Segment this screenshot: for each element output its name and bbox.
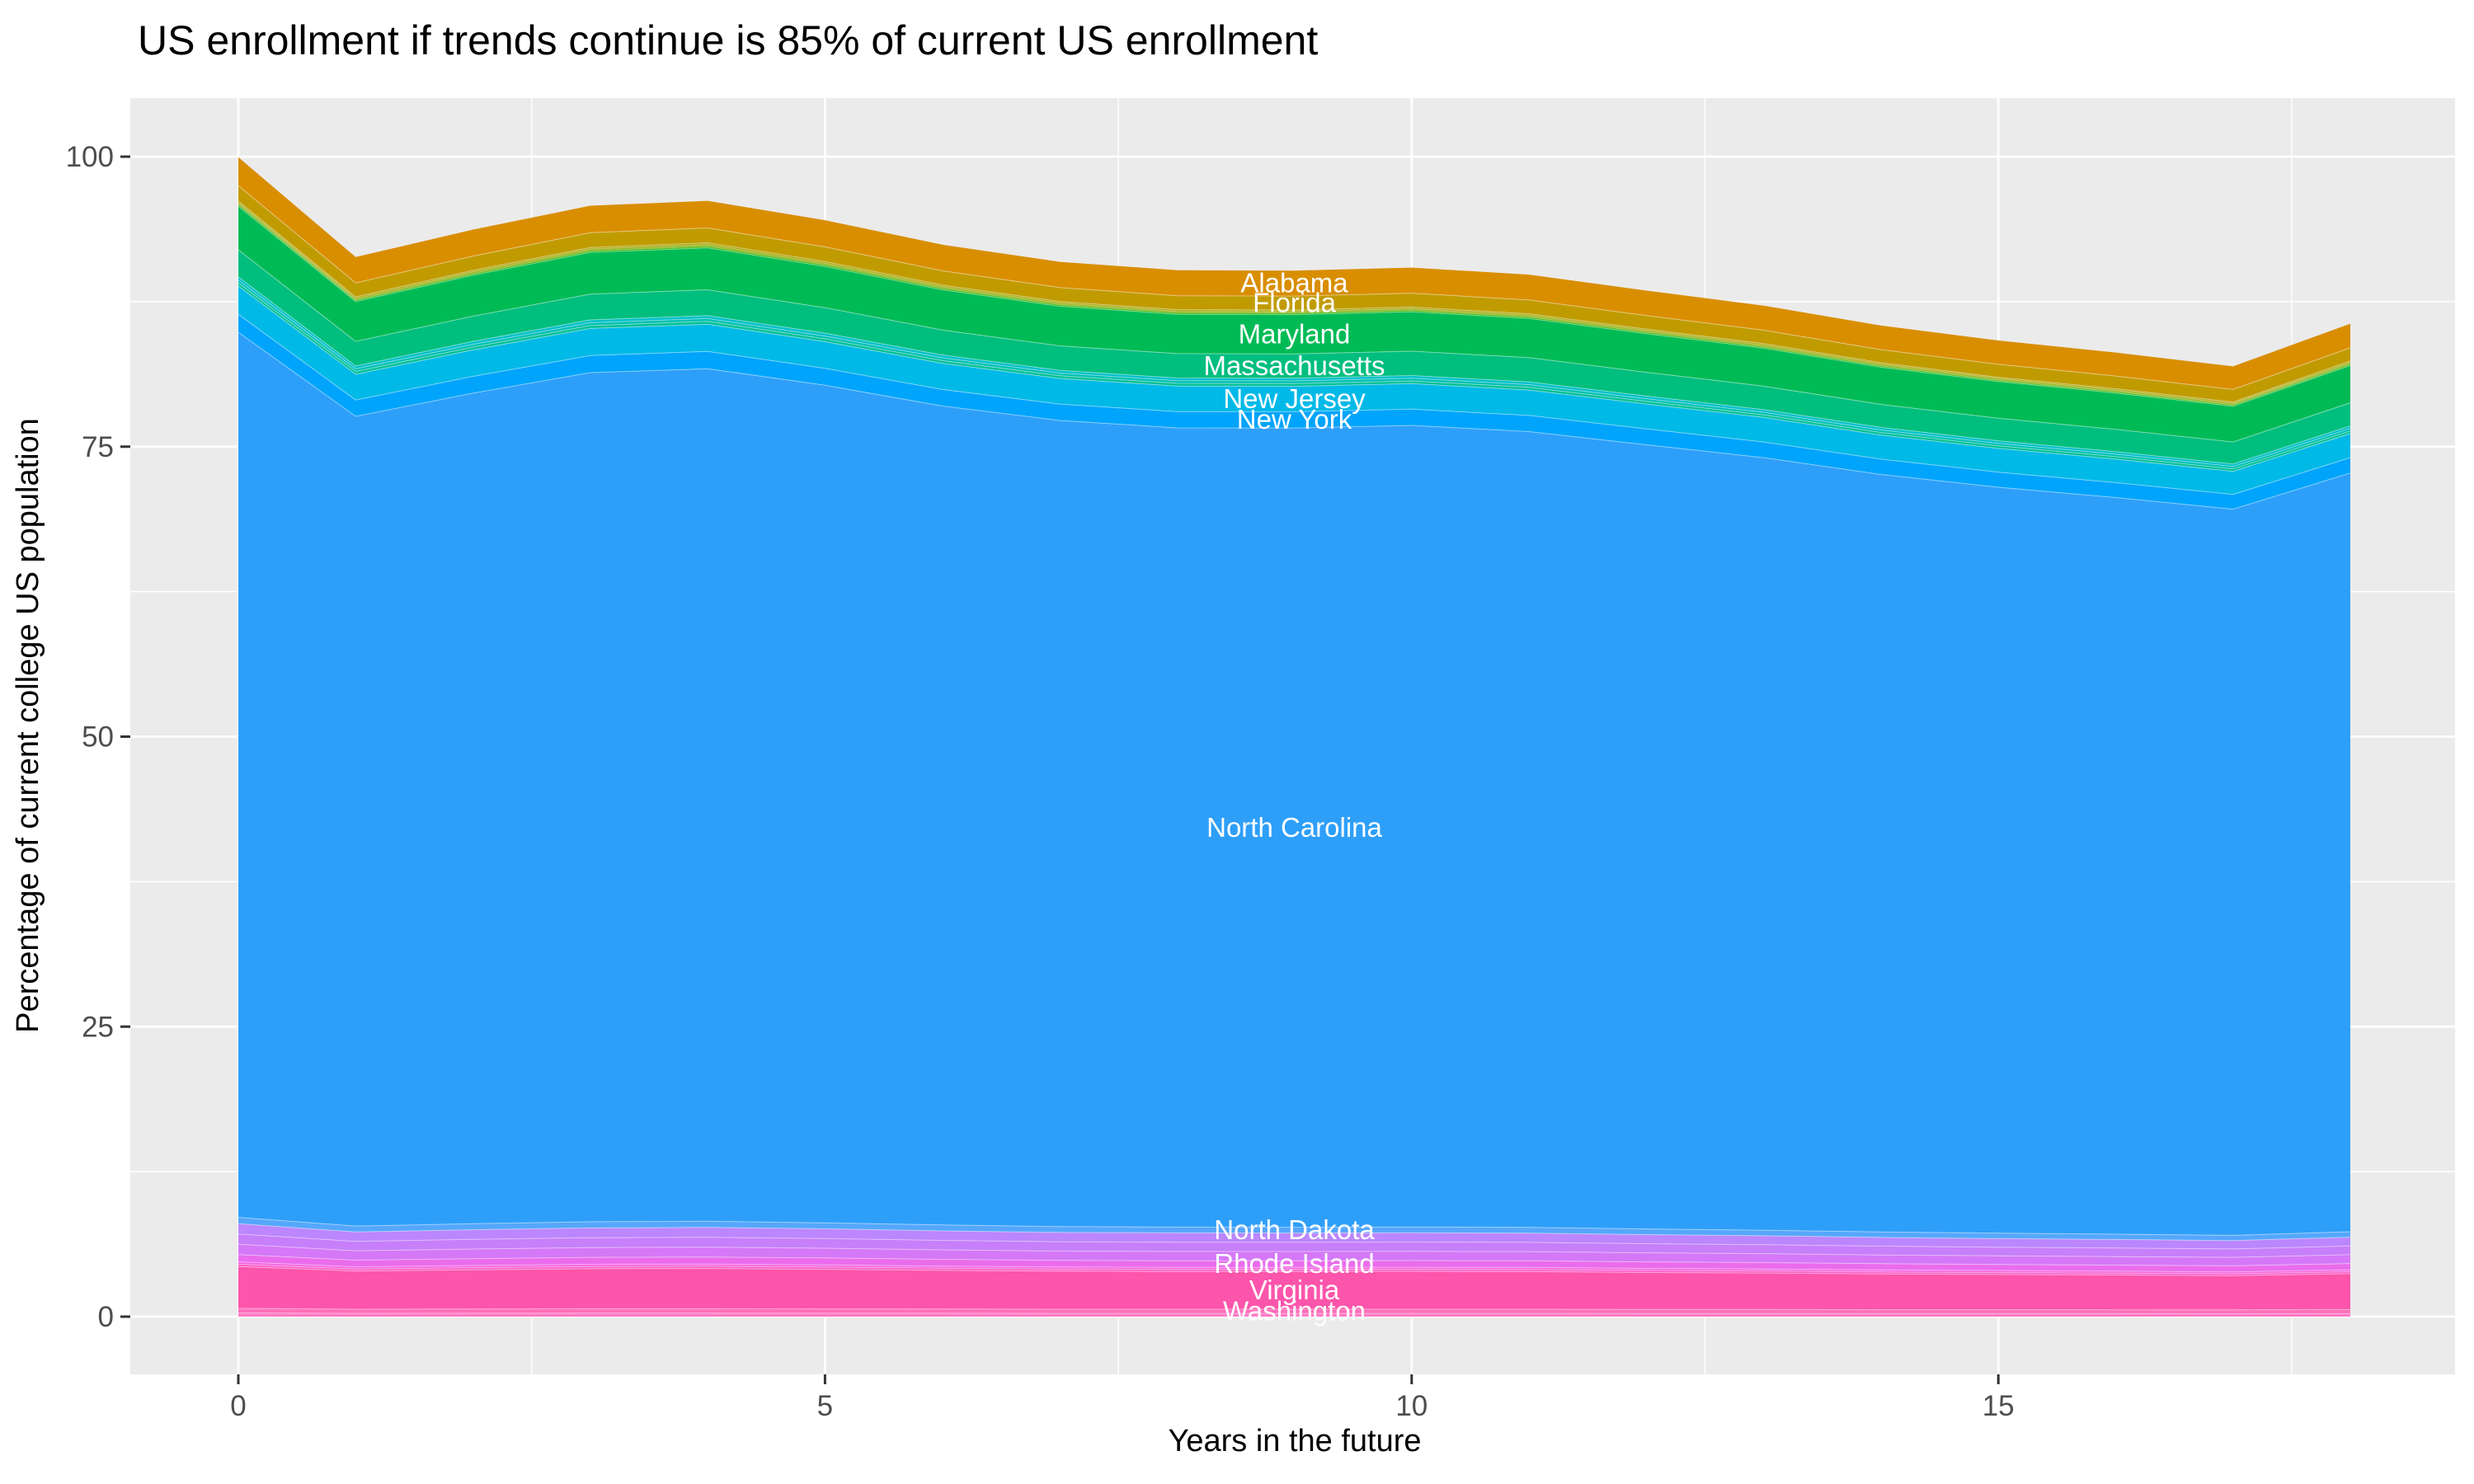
x-tick-label-0: 0 [230,1390,246,1422]
layer-separator-16 [238,249,2351,443]
state-label-New York: New York [1237,404,1352,434]
layer-separator-8 [238,1223,2351,1242]
layer-separator-7 [238,1233,2351,1250]
y-tick-label-100: 100 [66,141,114,173]
state-label-Maryland: Maryland [1239,318,1351,349]
layer-separator-9 [238,1217,2351,1236]
layer-separator-14 [238,279,2351,467]
area-unlabeled-states-purple-stripe-2 [238,1223,2350,1249]
y-axis-title: Percentage of current college US populat… [11,418,45,1033]
layer-separator-18 [238,204,2351,406]
layer-separator-13 [238,282,2351,470]
area-unlabeled-states-purple-stripe-0 [238,1244,2350,1266]
state-label-Alabama: Alabama [1240,268,1348,298]
state-label-North Carolina: North Carolina [1206,812,1382,843]
layer-separator-3 [238,1263,2351,1275]
state-label-North Dakota: North Dakota [1214,1214,1375,1245]
y-tick-label-0: 0 [98,1301,114,1333]
layer-separator-6 [238,1243,2351,1258]
layer-separator-15 [238,276,2351,465]
x-tick-label-10: 10 [1395,1390,1427,1422]
state-label-New Jersey: New Jersey [1223,383,1366,414]
layer-separator-12 [238,285,2351,472]
area-New Jersey [238,285,2350,495]
area-Florida [238,186,2350,402]
area-unlabeled-states-magenta-stripe-0 [238,1264,2350,1276]
area-North Carolina [238,332,2350,1236]
layer-separator-10 [238,331,2351,510]
area-Alabama [238,157,2350,390]
area-Maryland [238,206,2350,443]
area-Washington [238,1308,2350,1314]
area-unlabeled-states-teal-stripe-0 [238,283,2350,472]
state-label-Washington: Washington [1223,1296,1366,1327]
layer-separator-20 [238,200,2351,403]
x-axis-title: Years in the future [1168,1424,1421,1458]
state-label-Massachusetts: Massachusetts [1203,350,1385,381]
layer-separator-0 [238,1313,2351,1315]
x-tick-label-5: 5 [817,1390,833,1422]
area-unlabeled-states-teal-stripe-1 [238,279,2350,469]
area-unlabeled-states-pink-stripe-0 [238,1313,2350,1317]
x-tick-label-15: 15 [1982,1390,2015,1422]
state-label-Virginia: Virginia [1249,1275,1340,1305]
area-Rhode Island [238,1254,2350,1272]
y-tick-label-75: 75 [82,431,114,463]
state-label-Rhode Island: Rhode Island [1214,1248,1374,1279]
area-Virginia [238,1266,2350,1310]
layer-separator-21 [238,185,2351,390]
layer-separator-1 [238,1308,2351,1311]
area-unlabeled-states-teal-stripe-2 [238,276,2350,467]
layer-separator-17 [238,205,2351,407]
layer-separator-4 [238,1261,2351,1273]
layer-separator-19 [238,202,2351,404]
state-label-Florida: Florida [1253,288,1337,318]
chart-title: US enrollment if trends continue is 85% … [138,17,1318,63]
layer-separator-2 [238,1266,2351,1276]
area-unlabeled-states-purple-stripe-1 [238,1233,2350,1258]
area-Massachusetts [238,250,2350,464]
y-tick-label-25: 25 [82,1011,114,1043]
area-unlabeled-states-magenta-stripe-1 [238,1261,2350,1274]
plot-panel: 0 25 50 75 100 0 5 10 15 WashingtonVirginiaRhode … [66,98,2455,1422]
area-North Dakota [238,1217,2350,1241]
layer-separator-5 [238,1254,2351,1266]
layer-separator-11 [238,313,2351,495]
y-tick-label-50: 50 [82,721,114,754]
